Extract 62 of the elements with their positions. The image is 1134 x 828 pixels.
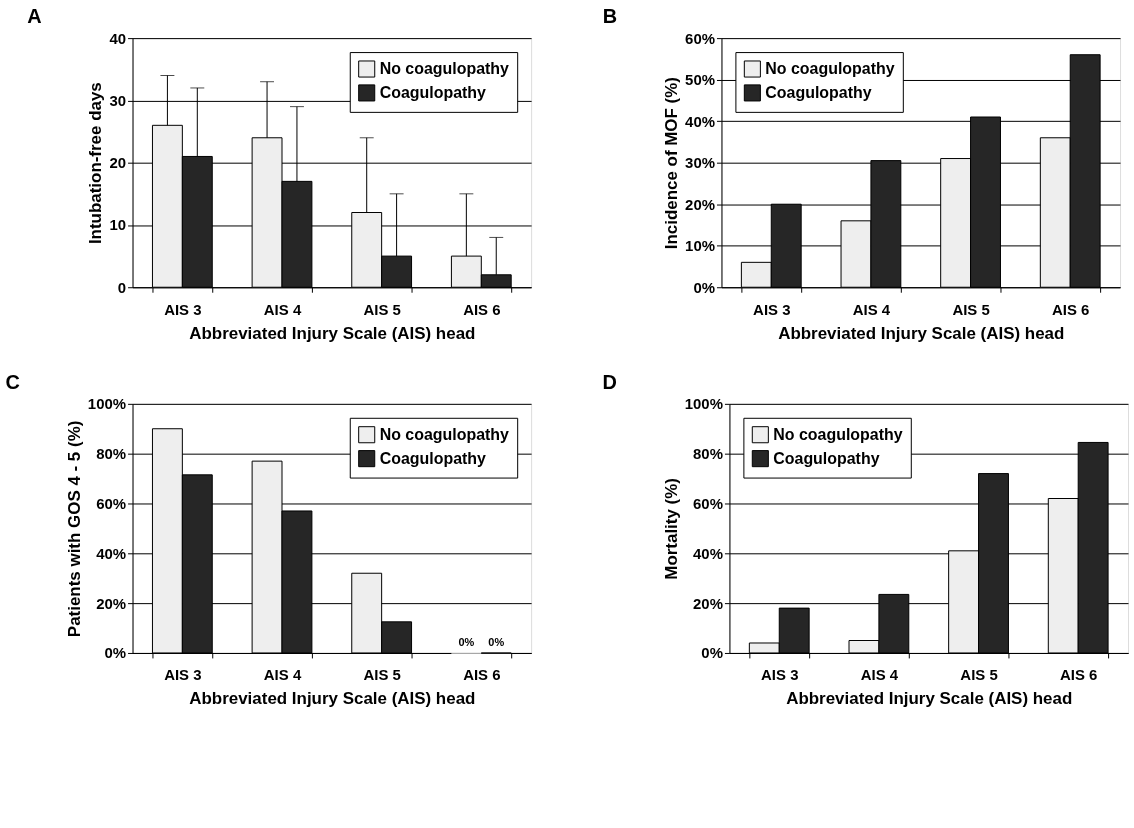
y-tick-label: 10%	[685, 237, 715, 255]
y-tick-label: 20%	[685, 195, 715, 213]
legend-label: Coagulopathy	[765, 83, 872, 101]
x-tick-label: AIS 6	[1060, 666, 1098, 684]
x-tick-label: AIS 3	[164, 666, 202, 684]
legend-label: No coagulopathy	[765, 60, 895, 77]
y-axis-title: Patients with GOS 4 - 5 (%)	[64, 420, 84, 638]
legend-label: No coagulopathy	[379, 60, 510, 77]
y-tick-label: 0	[117, 278, 127, 296]
y-tick-label: 60%	[96, 494, 127, 512]
x-tick-label: AIS 3	[761, 666, 799, 684]
x-axis-title: Abbreviated Injury Scale (AIS) head	[786, 689, 1073, 709]
x-tick-label: AIS 6	[463, 666, 501, 684]
x-tick-label: AIS 3	[753, 300, 791, 318]
x-tick-label: AIS 5	[363, 300, 401, 318]
x-tick-label: AIS 4	[263, 300, 302, 318]
legend-label: Coagulopathy	[379, 83, 487, 101]
x-axis-title: Abbreviated Injury Scale (AIS) head	[189, 689, 476, 709]
legend-label: Coagulopathy	[773, 449, 880, 467]
x-tick-label: AIS 5	[363, 666, 401, 684]
y-tick-label: 50%	[685, 71, 715, 89]
y-axis-title: Incidence of MOF (%)	[662, 77, 682, 250]
x-tick-label: AIS 3	[164, 300, 202, 318]
y-tick-label: 20%	[693, 594, 723, 612]
x-tick-label: AIS 5	[960, 666, 998, 684]
y-tick-label: 30	[109, 91, 127, 109]
legend-label: Coagulopathy	[379, 449, 487, 467]
x-axis-title: Abbreviated Injury Scale (AIS) head	[189, 323, 476, 343]
y-tick-label: 80%	[693, 445, 723, 463]
y-tick-label: 100%	[87, 395, 127, 413]
y-tick-label: 40%	[693, 544, 723, 562]
y-tick-label: 60%	[693, 494, 723, 512]
y-axis-title: Intubation-free days	[86, 82, 106, 245]
y-tick-label: 0%	[693, 278, 715, 296]
y-tick-label: 0%	[104, 644, 127, 662]
x-tick-label: AIS 5	[952, 300, 990, 318]
x-tick-label: AIS 4	[860, 666, 899, 684]
y-tick-label: 10	[109, 216, 127, 234]
chart-title: A	[27, 5, 42, 28]
y-tick-label: 60%	[685, 29, 715, 47]
chart-title: C	[5, 370, 21, 393]
y-tick-label: 20	[109, 154, 127, 172]
y-tick-label: 20%	[96, 594, 127, 612]
y-tick-label: 30%	[685, 154, 715, 172]
chart-title: B	[602, 5, 618, 28]
data-label: 0%	[458, 635, 475, 648]
y-tick-label: 80%	[96, 445, 127, 463]
chart-title: D	[602, 370, 617, 393]
data-label: 0%	[488, 635, 505, 648]
x-tick-label: AIS 6	[1052, 300, 1090, 318]
y-tick-label: 40%	[685, 112, 715, 130]
y-tick-label: 0%	[701, 644, 723, 662]
legend-label: No coagulopathy	[773, 425, 903, 443]
y-tick-label: 100%	[684, 395, 723, 413]
y-axis-title: Mortality (%)	[661, 478, 681, 580]
x-axis-title: Abbreviated Injury Scale (AIS) head	[778, 323, 1065, 343]
y-tick-label: 40	[109, 29, 127, 47]
legend-label: No coagulopathy	[379, 425, 510, 443]
y-tick-label: 40%	[96, 544, 127, 562]
x-tick-label: AIS 4	[263, 666, 302, 684]
x-tick-label: AIS 6	[463, 300, 501, 318]
x-tick-label: AIS 4	[852, 300, 891, 318]
